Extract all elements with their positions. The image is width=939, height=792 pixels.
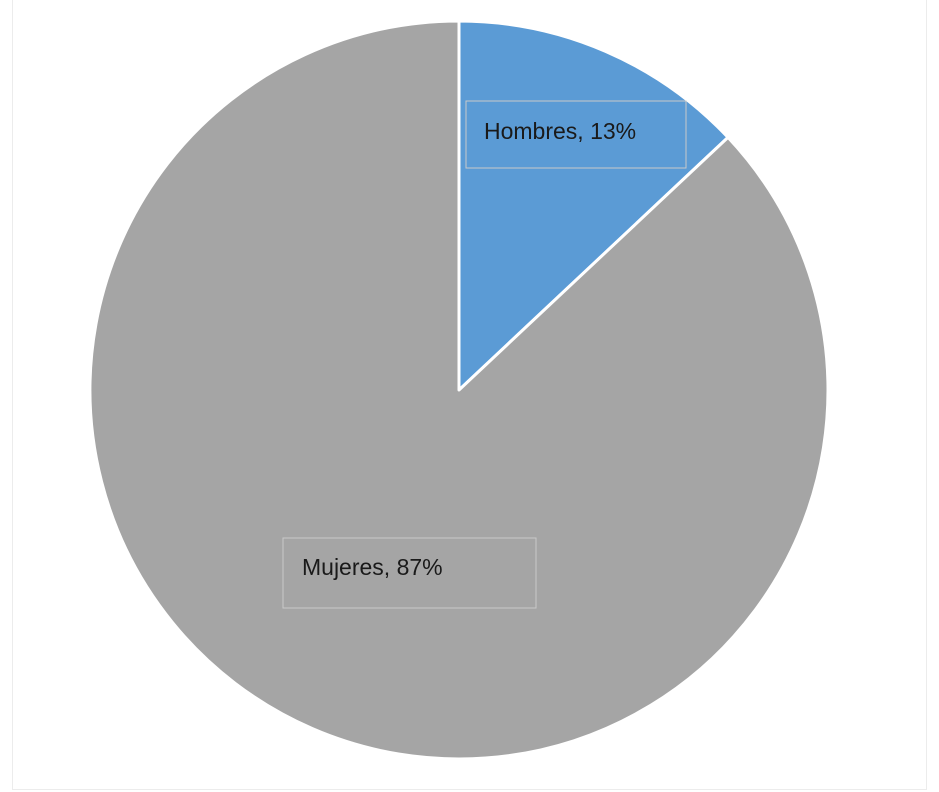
pie-slice-mujeres: [88, 19, 830, 761]
slices-layer: [88, 19, 830, 761]
mujeres-label-box: [282, 537, 537, 609]
mujeres-slice-label: Mujeres, 87%: [302, 554, 443, 580]
hombres-label-box: [465, 100, 687, 169]
hombres-slice-label: Hombres, 13%: [484, 118, 636, 144]
pie-slice-hombres: [457, 19, 730, 392]
labels-layer: Hombres, 13% Mujeres, 87%: [282, 100, 687, 609]
